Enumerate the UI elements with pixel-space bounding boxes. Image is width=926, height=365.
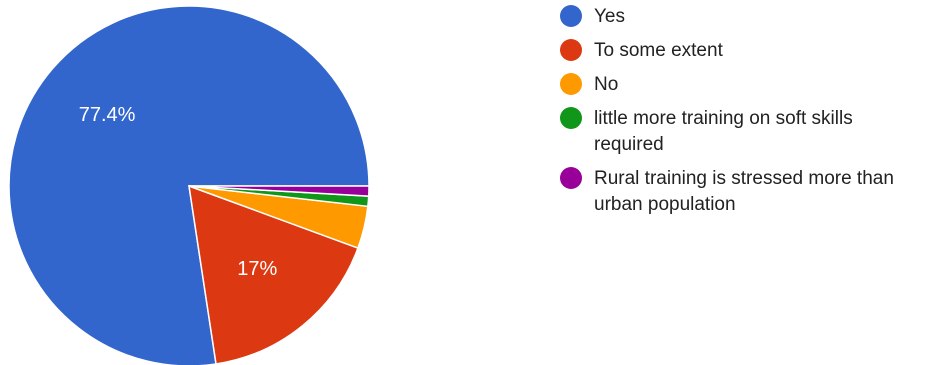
pie-data-label-1: 77.4% (79, 104, 136, 126)
legend-item-4[interactable]: little more training on soft skills requ… (560, 106, 922, 158)
legend-item-1[interactable]: Yes (560, 4, 922, 30)
legend-item-3[interactable]: No (560, 72, 922, 98)
legend-swatch-icon (560, 73, 582, 95)
pie-slices (8, 5, 370, 365)
legend-label: No (594, 74, 619, 95)
pie-slice-2[interactable] (188, 184, 359, 365)
pie-chart: 77.4% 17% (8, 5, 370, 365)
legend-item-2[interactable]: To some extent (560, 38, 922, 64)
chart-legend: Yes To some extent No little more training … (560, 4, 922, 226)
pie-slice-5[interactable] (188, 185, 370, 197)
legend-swatch-icon (560, 5, 582, 27)
legend-label: little more training on soft skills requ… (594, 108, 853, 155)
legend-label: Rural training is stressed more than urb… (594, 168, 894, 215)
pie-data-label-2: 17% (237, 258, 277, 280)
legend-swatch-icon (560, 107, 582, 129)
pie-data-labels: 77.4% 17% (79, 104, 278, 280)
legend-label: To some extent (594, 40, 723, 61)
legend-item-5[interactable]: Rural training is stressed more than urb… (560, 166, 922, 218)
legend-label: Yes (594, 6, 625, 27)
legend-swatch-icon (560, 167, 582, 189)
legend-swatch-icon (560, 39, 582, 61)
